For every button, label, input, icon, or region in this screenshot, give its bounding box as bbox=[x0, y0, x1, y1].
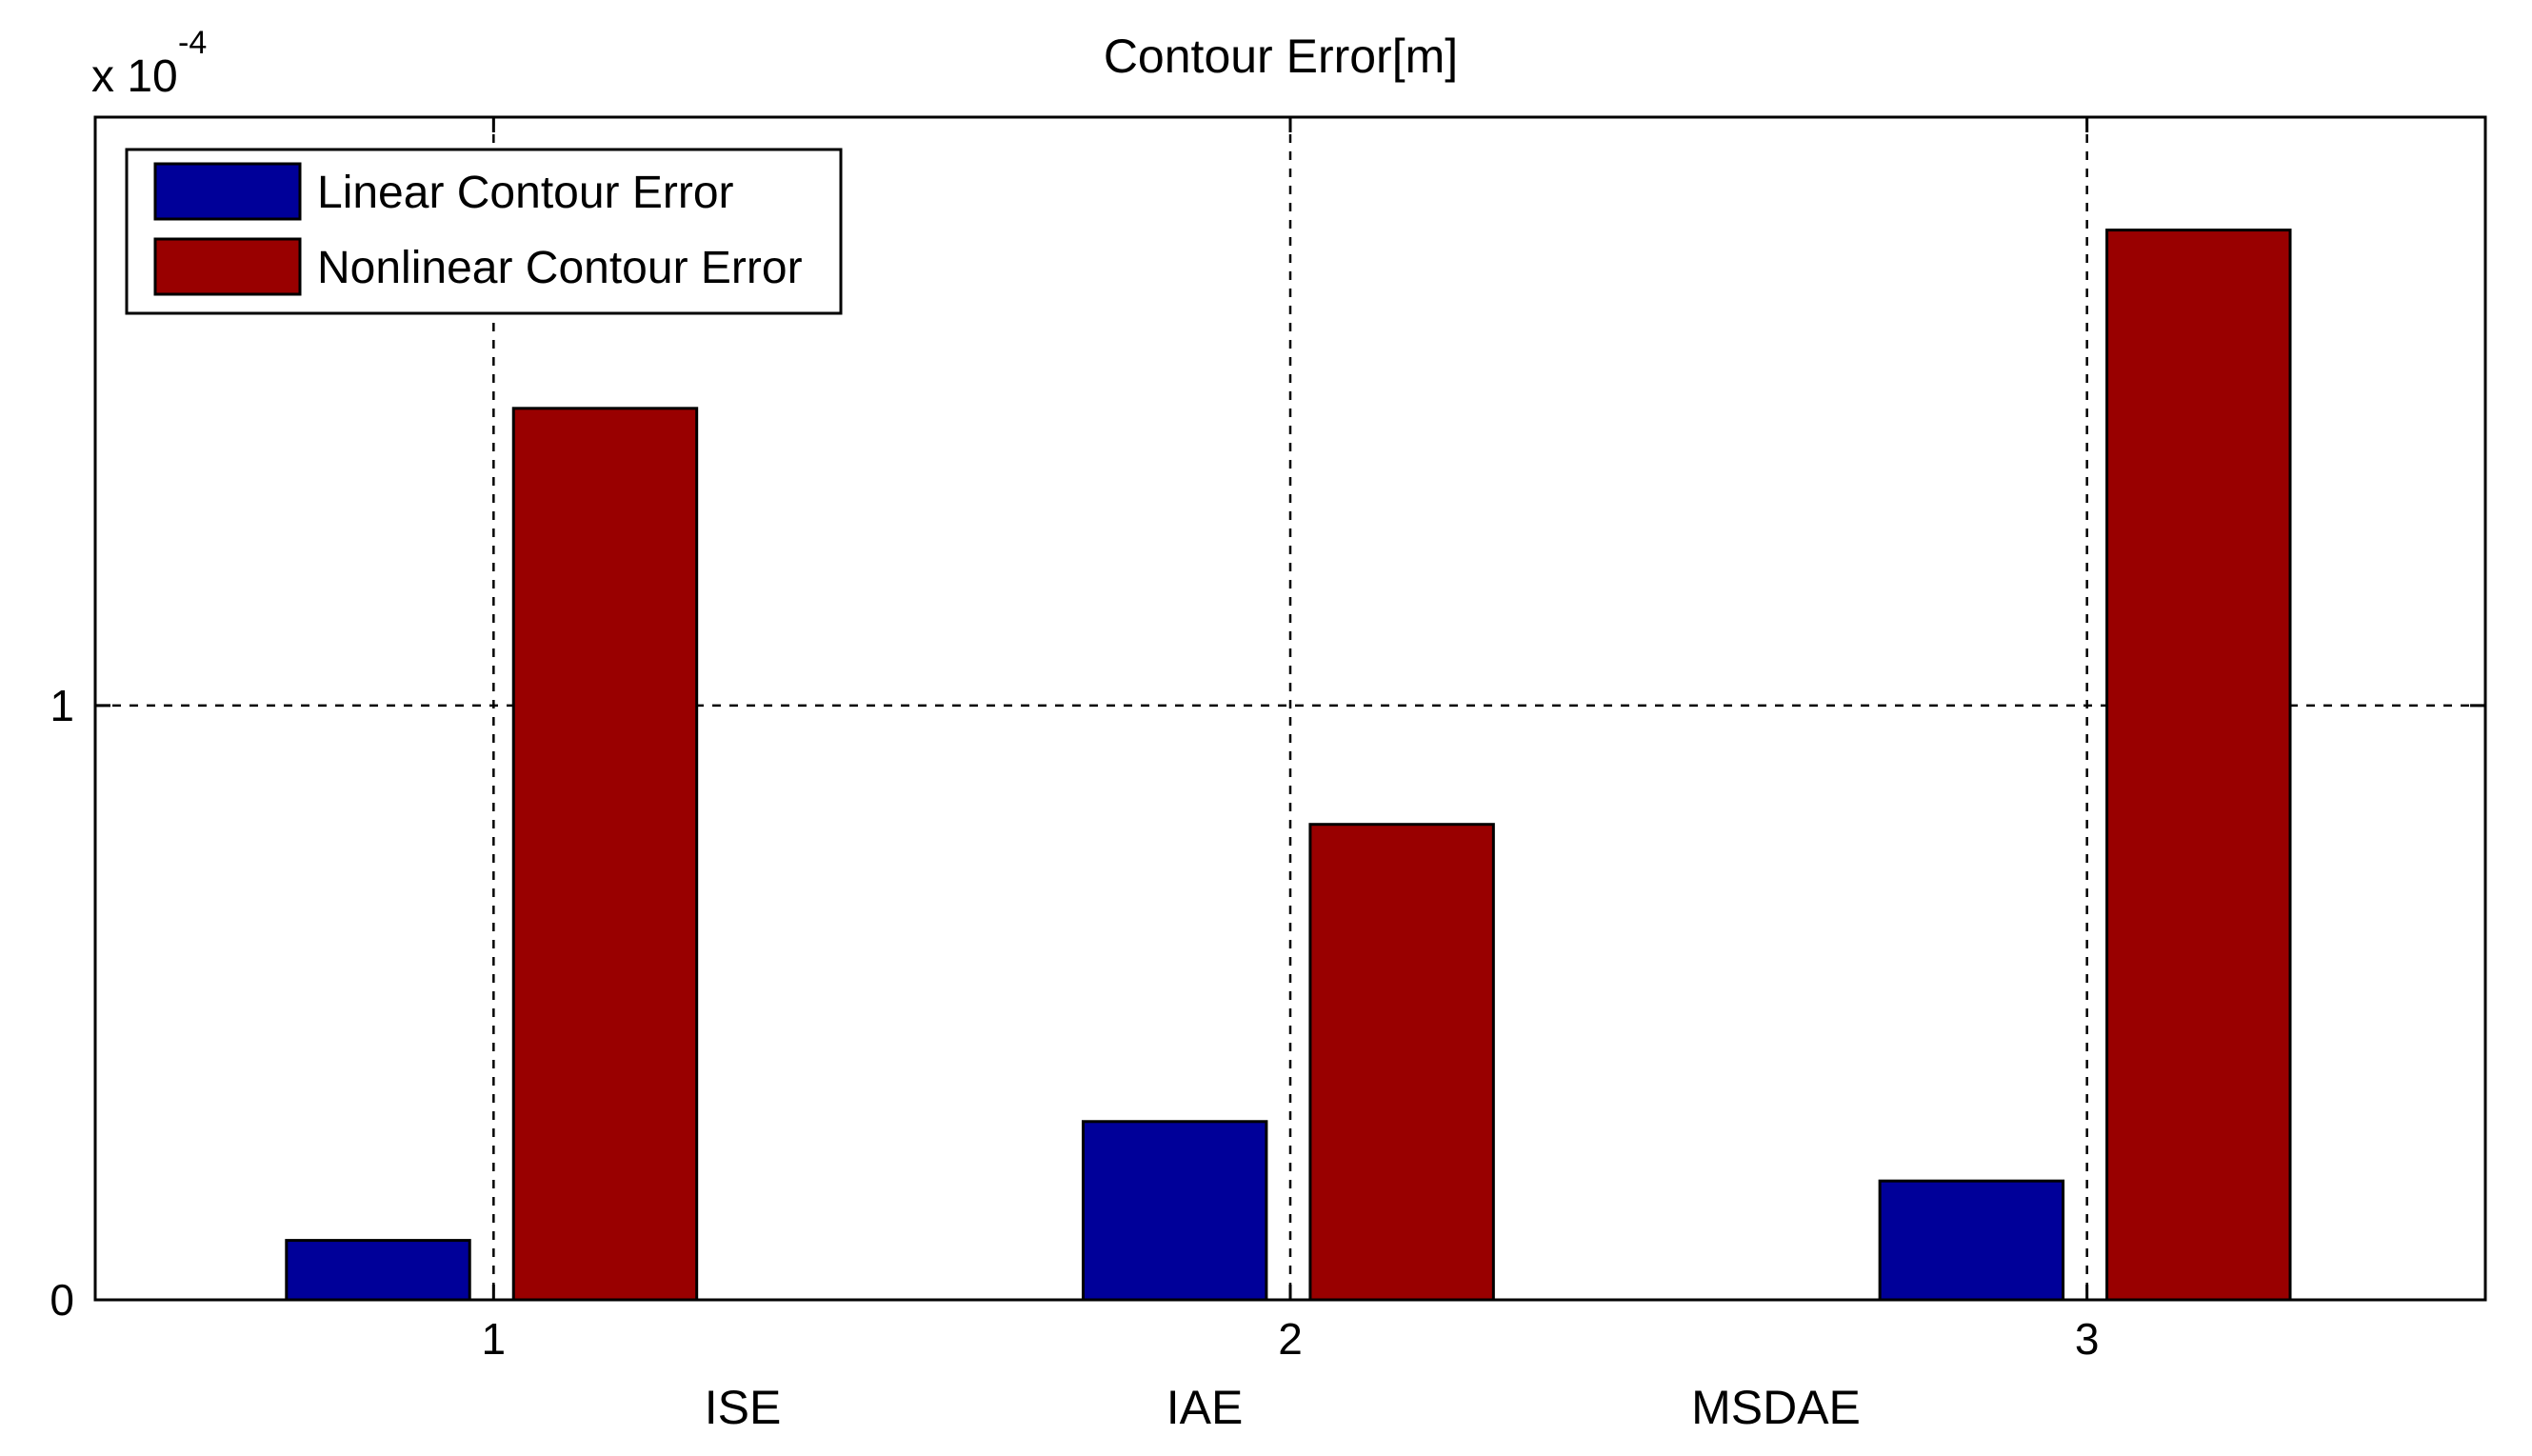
bar-linear-iae bbox=[1081, 1120, 1268, 1302]
category-label-ise: ISE bbox=[705, 1381, 782, 1434]
legend-label-nonlinear: Nonlinear Contour Error bbox=[317, 243, 803, 293]
axis-multiplier: x 10 -4 bbox=[91, 25, 207, 102]
axis-multiplier-exponent: -4 bbox=[178, 25, 207, 61]
bar-nonlinear-msdae bbox=[2105, 229, 2292, 1302]
bar-linear-msdae bbox=[1878, 1179, 2065, 1302]
legend-label-linear: Linear Contour Error bbox=[317, 168, 734, 218]
x-tick-label: 2 bbox=[1278, 1314, 1303, 1364]
category-label-iae: IAE bbox=[1166, 1381, 1244, 1434]
category-label-msdae: MSDAE bbox=[1691, 1381, 1861, 1434]
x-tick-label: 3 bbox=[2075, 1314, 2100, 1364]
axis-multiplier-base: x 10 bbox=[91, 51, 178, 102]
legend: Linear Contour Error Nonlinear Contour Er… bbox=[125, 148, 843, 315]
bar-nonlinear-ise bbox=[511, 407, 699, 1302]
bar-nonlinear-iae bbox=[1308, 823, 1495, 1302]
bar-linear-ise bbox=[285, 1239, 471, 1302]
bars bbox=[285, 229, 2292, 1302]
legend-swatch-nonlinear bbox=[153, 237, 302, 296]
axis-ticks: 1 2 3 0 1 ISE IAE MSDAE bbox=[50, 117, 2485, 1434]
y-tick-label: 0 bbox=[50, 1275, 74, 1325]
chart-title: Contour Error[m] bbox=[1104, 30, 1458, 83]
y-tick-label: 1 bbox=[50, 681, 74, 730]
x-tick-label: 1 bbox=[482, 1314, 507, 1364]
legend-swatch-linear bbox=[153, 162, 302, 221]
